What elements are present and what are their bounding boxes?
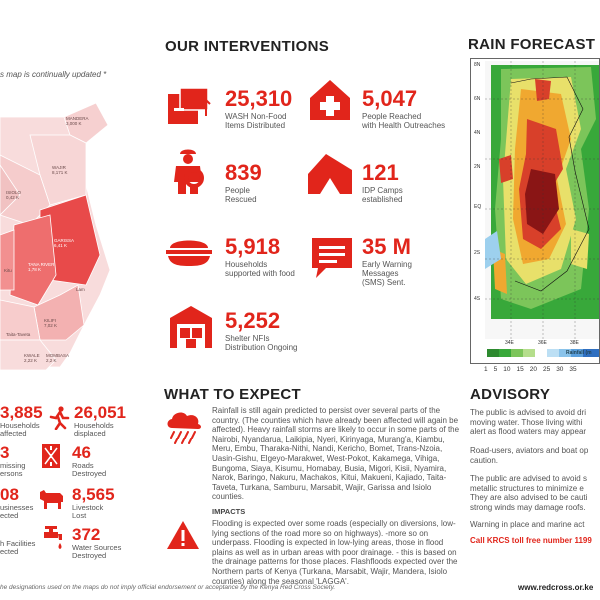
stat-households-affected-num: 3,885 — [0, 403, 43, 422]
stat-roads-label: Roads Destroyed — [72, 461, 107, 478]
map-region-mandera — [63, 102, 109, 144]
forecast-lon-36e: 36E — [538, 340, 547, 346]
sms-message-icon — [312, 238, 352, 278]
map-label-lamu: Lam — [76, 287, 85, 292]
intervention-health-num: 5,047 — [362, 86, 418, 111]
legend-value-25: 25 — [542, 366, 551, 373]
forecast-legend-label: Rainfall (m — [566, 350, 592, 356]
intervention-food-label: Households supported with food — [225, 260, 295, 278]
legend-value-5: 5 — [493, 366, 498, 373]
intervention-wash-num: 25,310 — [225, 86, 293, 111]
advisory-p3: The public are advised to avoid s metall… — [470, 474, 588, 512]
legend-value-20: 20 — [529, 366, 537, 373]
map-region-kitui — [0, 229, 15, 291]
kenya-impact-map — [0, 102, 111, 371]
advisory-hotline: Call KRCS toll free number 1199 — [470, 536, 592, 545]
expect-title: WHAT TO EXPECT — [164, 386, 301, 403]
intervention-health-label: People Reached with Health Outreaches — [362, 112, 446, 130]
stat-households-affected-label: Households affected — [0, 421, 40, 438]
advisory-p4: Warning in place and marine act — [470, 520, 585, 529]
interventions-title: OUR INTERVENTIONS — [165, 38, 330, 55]
forecast-title: RAIN FORECAST 1s — [468, 36, 600, 53]
stat-roads-num: 46 — [72, 443, 91, 462]
stat-health-label: h Facilities ected — [0, 539, 36, 556]
intervention-camps-num: 121 — [362, 160, 399, 185]
map-note: s map is continually updated * — [0, 70, 107, 79]
intervention-food-num: 5,918 — [225, 234, 281, 259]
forecast-lat-eq: EQ — [474, 204, 482, 210]
forecast-lat-2s: 2S — [474, 250, 481, 256]
stat-businesses-num: 08 — [0, 485, 19, 504]
advisory-p2: Road-users, aviators and boat op caution… — [470, 446, 589, 465]
health-house-icon — [310, 80, 350, 120]
stat-missing-label: missing ersons — [0, 461, 26, 478]
left-stats: 3,885 Households affected 26,051 Househo… — [0, 400, 160, 560]
map-label-kilifi: KILIFI 7,02 K — [44, 318, 58, 328]
rescuer-icon — [174, 149, 204, 194]
stat-livestock-label: Livestock Lost — [72, 503, 104, 520]
running-person-icon — [49, 406, 70, 430]
map-region-kwale — [0, 339, 57, 371]
forecast-lat-6n: 6N — [474, 96, 481, 102]
forecast-lat-4n: 4N — [474, 130, 481, 136]
stat-households-displaced-label: Households displaced — [74, 421, 114, 438]
map-label-tana: TANA RIVER 1,78 K — [28, 262, 55, 272]
intervention-rescued-label: People Rescued — [225, 186, 257, 204]
stat-businesses-label: usinesses ected — [0, 503, 34, 520]
food-bowl-icon — [166, 240, 212, 266]
intervention-sms-num: 35 M — [362, 234, 411, 259]
map-label-kwale: KWALE 2,22 K — [24, 353, 40, 363]
advisory-p1: The public is advised to avoid dri movin… — [470, 408, 587, 437]
legend-value-1: 1 — [484, 366, 488, 373]
footer-url[interactable]: www.redcross.or.ke — [518, 583, 594, 592]
forecast-lat-2n: 2N — [474, 164, 481, 170]
rain-cloud-icon — [167, 412, 201, 444]
rainfall-raster — [485, 61, 599, 357]
shelter-warehouse-icon — [170, 306, 212, 348]
forecast-lat-8n: 8N — [474, 62, 481, 68]
footer-disclaimer: he designations used on the maps do not … — [0, 584, 336, 591]
legend-value-30: 30 — [556, 366, 564, 373]
impacts-title: IMPACTS — [212, 507, 246, 516]
water-tap-icon — [44, 526, 62, 549]
legend-value-15: 15 — [516, 366, 524, 373]
warning-triangle-icon — [167, 521, 199, 549]
intervention-camps-label: IDP Camps established — [362, 186, 403, 204]
impacts-paragraph: Flooding is expected over some roads (es… — [212, 519, 458, 586]
map-label-kitui: Kitu — [4, 268, 12, 273]
road-closed-icon — [42, 444, 60, 468]
stat-water-num: 372 — [72, 525, 101, 544]
forecast-lon-38e: 38E — [570, 340, 579, 346]
map-label-taita: Taita-Taveta — [6, 332, 31, 337]
expect-paragraph: Rainfall is still again predicted to per… — [212, 406, 460, 502]
map-label-garissa: GARISSA 6,41 K — [54, 238, 75, 248]
intervention-shelter-label: Shelter NFIs Distribution Ongoing — [225, 334, 298, 352]
map-region-west — [0, 164, 21, 216]
intervention-wash-label: WASH Non-Food Items Distributed — [225, 112, 287, 130]
map-label-wajir: WAJIR 8,171 K — [52, 165, 68, 175]
stat-missing-num: 3 — [0, 443, 10, 462]
stat-water-label: Water Sources Destroyed — [72, 543, 122, 560]
forecast-lon-34e: 34E — [505, 340, 514, 346]
forecast-map — [470, 58, 600, 364]
intervention-sms-label: Early Warning Messages (SMS) Sent. — [362, 260, 412, 287]
legend-value-35: 35 — [569, 366, 577, 373]
advisory-title: ADVISORY — [470, 386, 551, 403]
intervention-rescued-num: 839 — [225, 160, 262, 185]
stat-households-displaced-num: 26,051 — [74, 403, 126, 422]
livestock-icon — [40, 490, 63, 509]
forecast-lat-4s: 4S — [474, 296, 481, 302]
nfi-boxes-icon — [168, 87, 211, 124]
tent-icon — [308, 154, 352, 194]
map-label-isiolo: ISIOLO 0,42 K — [6, 190, 22, 200]
forecast-legend-values: 1 5 10 15 20 25 30 35 — [484, 366, 600, 373]
stat-livestock-num: 8,565 — [72, 485, 115, 504]
legend-value-10: 10 — [503, 366, 511, 373]
map-label-mandera: MANDERA 3,000 K — [66, 116, 89, 126]
map-label-mombasa: MOMBASA 2,2 K — [46, 353, 70, 363]
intervention-shelter-num: 5,252 — [225, 308, 281, 333]
